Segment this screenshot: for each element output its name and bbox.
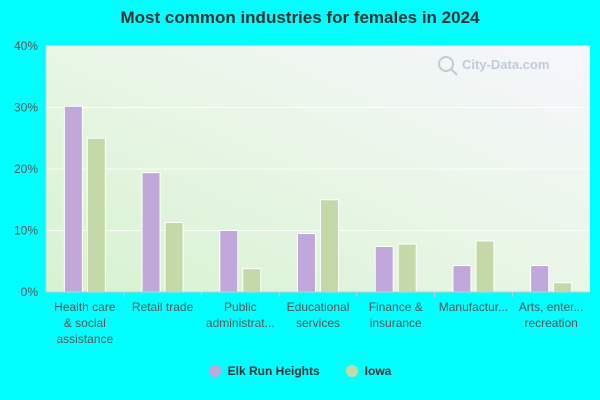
bar-elk-run-heights[interactable] <box>219 230 239 293</box>
x-tick-label: Public <box>224 300 257 314</box>
bar-elk-run-heights[interactable] <box>452 265 472 293</box>
legend-swatch <box>208 365 221 377</box>
bar-iowa[interactable] <box>242 268 262 293</box>
x-tick-label: Educational <box>287 300 350 314</box>
gridlines <box>46 45 590 231</box>
x-tick-label: assistance <box>57 332 114 346</box>
bars <box>63 105 573 293</box>
x-tick-label: Retail trade <box>132 300 194 314</box>
bar-iowa[interactable] <box>320 199 339 293</box>
x-tick-label: Manufactur... <box>439 300 508 314</box>
watermark-text: City-Data.com <box>462 57 549 72</box>
y-tick-label: 30% <box>14 101 38 115</box>
legend: Elk Run Heights Iowa <box>0 364 600 378</box>
bar-elk-run-heights[interactable] <box>141 172 161 293</box>
legend-label: Iowa <box>364 364 392 378</box>
x-tick-label: & social <box>64 316 106 330</box>
chart-title: Most common industries for females in 20… <box>120 8 480 27</box>
bar-elk-run-heights[interactable] <box>374 245 394 293</box>
x-tick-label: insurance <box>370 316 422 330</box>
y-tick-label: 40% <box>14 39 38 53</box>
x-tick-label: Arts, enter... <box>519 300 584 314</box>
watermark: City-Data.com <box>438 56 549 76</box>
bar-iowa[interactable] <box>164 222 184 293</box>
bar-iowa[interactable] <box>475 240 495 293</box>
legend-swatch <box>345 365 358 377</box>
x-tick-label: Finance & <box>369 300 423 314</box>
y-tick-label: 10% <box>14 224 38 238</box>
legend-label: Elk Run Heights <box>227 364 320 378</box>
x-tick-label: services <box>296 316 340 330</box>
bar-elk-run-heights[interactable] <box>297 233 316 293</box>
bar-iowa[interactable] <box>553 282 573 293</box>
x-tick-label: recreation <box>524 316 577 330</box>
bar-elk-run-heights[interactable] <box>530 265 550 293</box>
bar-iowa[interactable] <box>86 137 106 293</box>
bar-elk-run-heights[interactable] <box>63 105 83 293</box>
y-tick-label: 20% <box>14 162 38 176</box>
x-tick-label: Health care <box>54 300 116 314</box>
bar-iowa[interactable] <box>397 243 417 293</box>
axes: 0% 10% 20% 30% 40% Health care & social assista… <box>14 39 590 346</box>
legend-item-iowa: Iowa <box>345 364 392 378</box>
x-tick-label: administrat... <box>206 316 275 330</box>
y-tick-label: 0% <box>21 285 39 299</box>
legend-item-elk-run-heights: Elk Run Heights <box>208 364 320 378</box>
